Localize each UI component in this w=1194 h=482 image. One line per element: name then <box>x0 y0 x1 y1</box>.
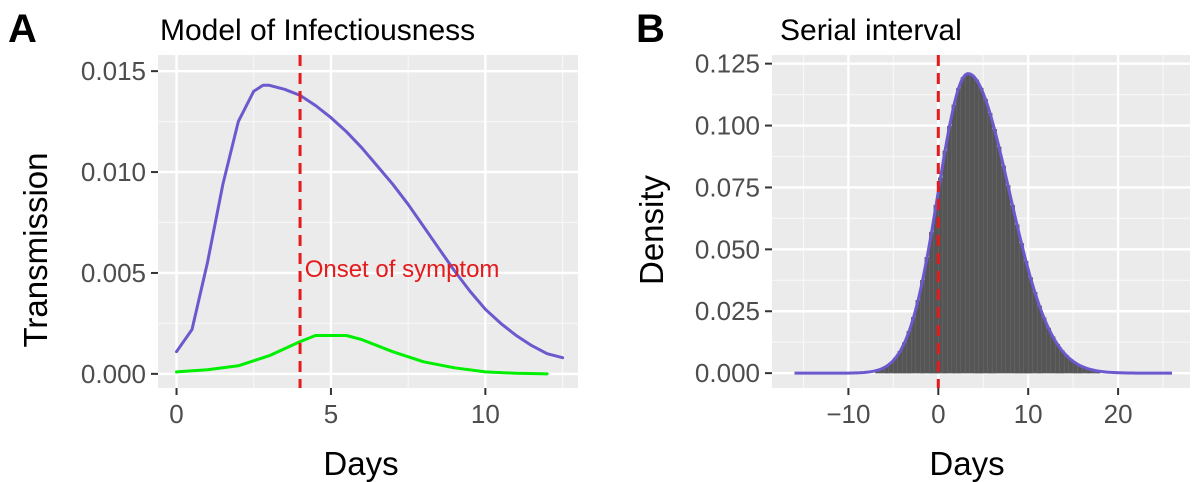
panel-b-histogram-bar <box>978 87 984 374</box>
panel-b-histogram-bar <box>1032 292 1038 374</box>
panel-a-y-tick-label: 0.005 <box>81 258 146 288</box>
panel-b-histogram-bar <box>1000 165 1006 374</box>
panel-b-y-tick-label: 0.050 <box>695 234 760 264</box>
panel-b-histogram-bar <box>1014 224 1020 374</box>
panel-a-x-tick-label: 5 <box>324 399 338 429</box>
panel-a-y-tick-label: 0.000 <box>81 359 146 389</box>
panel-b-y-tick-label: 0.075 <box>695 172 760 202</box>
panel-b-histogram-bar <box>947 125 953 374</box>
panel-b-histogram-bar <box>929 231 935 374</box>
panel-b-histogram-bar <box>1036 305 1042 374</box>
panel-b-histogram-bar <box>991 129 997 374</box>
panel-a-y-tick-label: 0.010 <box>81 157 146 187</box>
panel-a-onset-annotation: Onset of symptom <box>305 256 500 283</box>
panel-b-histogram-bar <box>942 150 948 374</box>
panel-b-x-tick-label: −10 <box>826 399 870 429</box>
panel-b-histogram-bar <box>1041 317 1047 374</box>
panel-b-y-tick-label: 0.000 <box>695 358 760 388</box>
panel-b-histogram-bar <box>951 104 957 374</box>
panel-b-histogram-bar <box>1018 243 1024 374</box>
panel-b-histogram-bar <box>974 79 980 374</box>
panel-a-x-axis-title: Days <box>323 445 398 482</box>
panel-b-y-tick-label: 0.025 <box>695 296 760 326</box>
panel-b-histogram-bar <box>987 112 993 374</box>
panel-b-histogram-bar <box>956 88 962 374</box>
panel-b-histogram-bar <box>1009 204 1015 374</box>
panel-b-x-tick-label: 20 <box>1104 399 1133 429</box>
panel-b-x-tick-label: 10 <box>1014 399 1043 429</box>
panel-a-plot-background <box>158 55 578 388</box>
panel-b-histogram-bar <box>1005 185 1011 374</box>
panel-a-letter: A <box>8 7 37 51</box>
panel-b-histogram-bar <box>1045 327 1051 374</box>
panel-b-histogram-bar <box>1023 260 1029 374</box>
panel-a-x-tick-label: 10 <box>471 399 500 429</box>
panel-b-histogram-bar <box>924 257 930 374</box>
panel-b-x-tick-label: 0 <box>931 399 945 429</box>
panel-a-x-tick-label: 0 <box>169 399 183 429</box>
panel-b-title: Serial interval <box>780 14 962 47</box>
panel-b-y-tick-label: 0.100 <box>695 111 760 141</box>
panel-a-plot: 0 5 10 0.000 0.005 0.010 0.015 Onset of symptom <box>81 55 578 429</box>
panel-a-series-line-2 <box>175 334 549 376</box>
panel-b-histogram-bar <box>996 146 1002 374</box>
panel-b-letter: B <box>636 7 665 51</box>
panel-b-y-axis-title: Density <box>633 174 670 285</box>
panel-a-y-axis-title: Transmission <box>17 153 54 348</box>
panel-b-plot: −10 0 10 20 0.000 0.025 0.050 0.075 0.100 0.125 <box>695 49 1190 429</box>
panel-a-series-line-1 <box>175 83 565 360</box>
panel-b-x-axis-title: Days <box>929 445 1004 482</box>
panel-b-histogram-bar <box>960 77 966 374</box>
panel-b-histogram-bar <box>982 99 988 374</box>
panel-b-histogram-bar <box>1027 277 1033 374</box>
panel-a-y-tick-label: 0.015 <box>81 56 146 86</box>
panel-b-y-tick-label: 0.125 <box>695 49 760 79</box>
panel-b-histogram-bar <box>965 73 971 374</box>
panel-b-density-line <box>794 72 1172 375</box>
panel-a-title: Model of Infectiousness <box>160 14 475 47</box>
panel-b-histogram-bar <box>969 74 975 374</box>
